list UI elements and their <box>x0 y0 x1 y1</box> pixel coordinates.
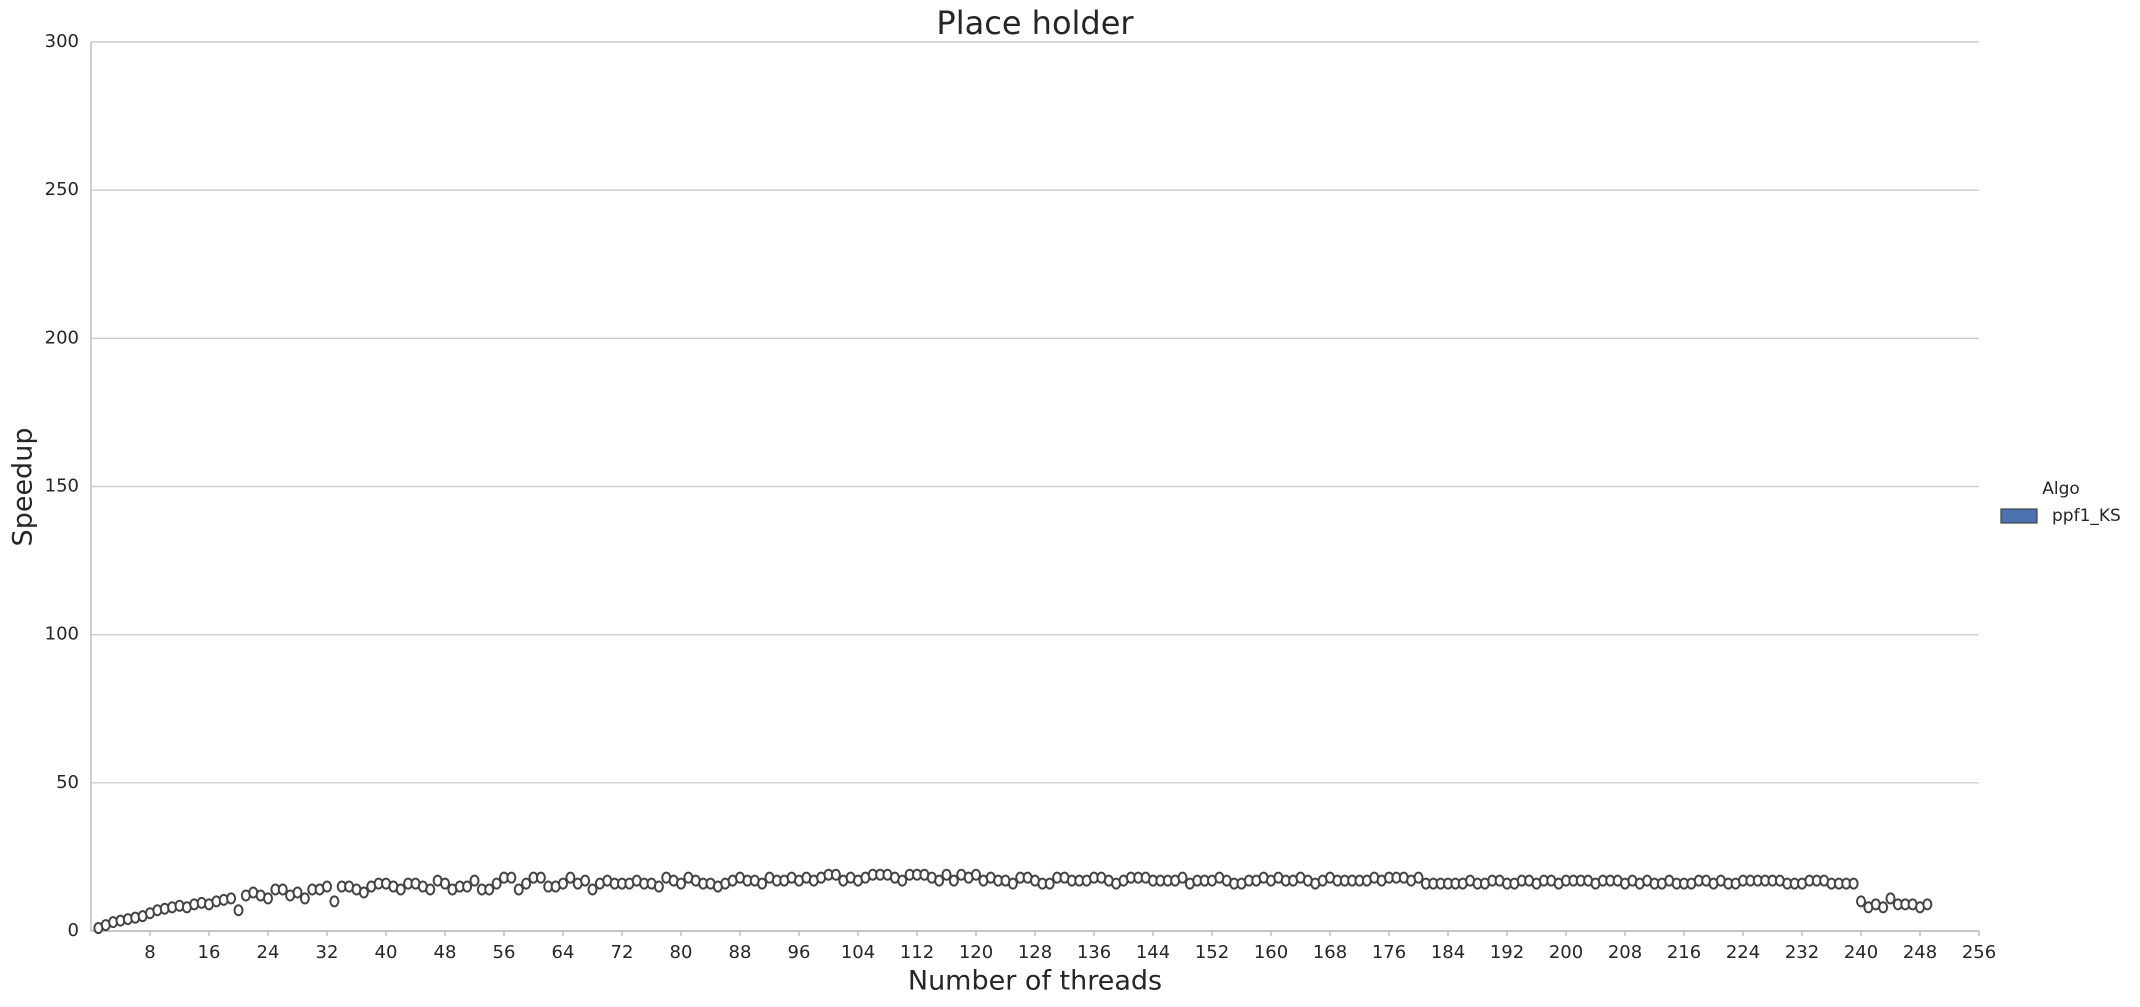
violin <box>263 892 273 905</box>
x-tick-label: 184 <box>1431 942 1465 963</box>
violin <box>948 874 959 887</box>
legend-label: ppf1_KS <box>2052 506 2121 526</box>
violin <box>535 871 546 884</box>
x-tick-label: 240 <box>1844 942 1878 963</box>
violin <box>299 892 310 905</box>
x-tick-label: 16 <box>198 942 221 963</box>
x-tick-label: 40 <box>375 942 398 963</box>
y-tick-label: 200 <box>45 327 79 348</box>
violin <box>292 886 303 899</box>
violin <box>1044 877 1055 890</box>
x-tick-label: 200 <box>1549 942 1583 963</box>
x-tick-label: 232 <box>1785 942 1819 963</box>
violin <box>462 880 473 893</box>
x-tick-label: 104 <box>841 942 875 963</box>
x-tick-label: 216 <box>1667 942 1701 963</box>
violin <box>425 883 436 896</box>
x-tick-label: 160 <box>1254 942 1288 963</box>
violin <box>469 874 480 887</box>
violin <box>587 883 598 896</box>
violin <box>506 871 517 884</box>
violin <box>322 880 332 893</box>
violin <box>521 877 532 890</box>
violin <box>491 877 502 890</box>
y-tick-label: 150 <box>45 476 79 497</box>
violin <box>897 874 908 887</box>
x-tick-label: 96 <box>788 942 811 963</box>
violin <box>676 877 686 890</box>
violin <box>277 883 288 896</box>
violin <box>1856 895 1866 908</box>
x-tick-label: 112 <box>900 942 934 963</box>
violin <box>580 874 591 887</box>
violin <box>484 883 495 896</box>
violin <box>358 886 369 899</box>
legend-title: Algo <box>2042 479 2080 499</box>
violin <box>830 868 841 881</box>
x-tick-label: 64 <box>552 942 575 963</box>
violin <box>1848 877 1859 890</box>
x-tick-label: 32 <box>316 942 339 963</box>
violin <box>971 868 981 881</box>
x-tick-label: 72 <box>611 942 634 963</box>
x-tick-label: 224 <box>1726 942 1760 963</box>
violin <box>1885 892 1896 905</box>
y-tick-label: 250 <box>45 179 79 200</box>
violin <box>934 874 945 887</box>
x-tick-label: 192 <box>1490 942 1524 963</box>
x-tick-label: 80 <box>670 942 693 963</box>
violin <box>513 883 524 896</box>
violin <box>1878 901 1889 914</box>
x-tick-label: 48 <box>434 942 457 963</box>
violin <box>1007 877 1018 890</box>
x-tick-label: 144 <box>1136 942 1170 963</box>
x-tick-label: 176 <box>1372 942 1406 963</box>
y-axis-label: Speedup <box>8 428 39 547</box>
x-tick-label: 88 <box>729 942 752 963</box>
x-tick-label: 136 <box>1077 942 1111 963</box>
violin <box>1177 871 1188 884</box>
violin <box>440 877 450 890</box>
x-tick-label: 24 <box>257 942 280 963</box>
violin <box>1922 898 1933 911</box>
violin <box>941 868 952 881</box>
x-tick-label: 128 <box>1018 942 1052 963</box>
violin <box>233 904 244 917</box>
x-tick-label: 168 <box>1313 942 1347 963</box>
violin <box>757 877 768 890</box>
x-tick-label: 120 <box>959 942 993 963</box>
y-tick-label: 50 <box>56 772 79 793</box>
violin <box>653 880 664 893</box>
chart-title: Place holder <box>936 4 1134 42</box>
violin <box>565 871 576 884</box>
violin <box>329 895 340 908</box>
x-tick-label: 248 <box>1903 942 1937 963</box>
legend-swatch <box>2000 508 2038 524</box>
y-tick-label: 300 <box>45 31 79 52</box>
violin <box>558 877 568 890</box>
y-tick-label: 0 <box>68 920 79 941</box>
y-tick-label: 100 <box>45 624 79 645</box>
x-axis-label: Number of threads <box>908 966 1162 997</box>
x-tick-label: 56 <box>493 942 516 963</box>
x-tick-label: 152 <box>1195 942 1229 963</box>
x-tick-label: 256 <box>1962 942 1996 963</box>
violin <box>226 892 237 905</box>
violin <box>395 883 406 896</box>
violin <box>1413 871 1424 884</box>
x-tick-label: 208 <box>1608 942 1642 963</box>
x-tick-label: 8 <box>144 942 155 963</box>
